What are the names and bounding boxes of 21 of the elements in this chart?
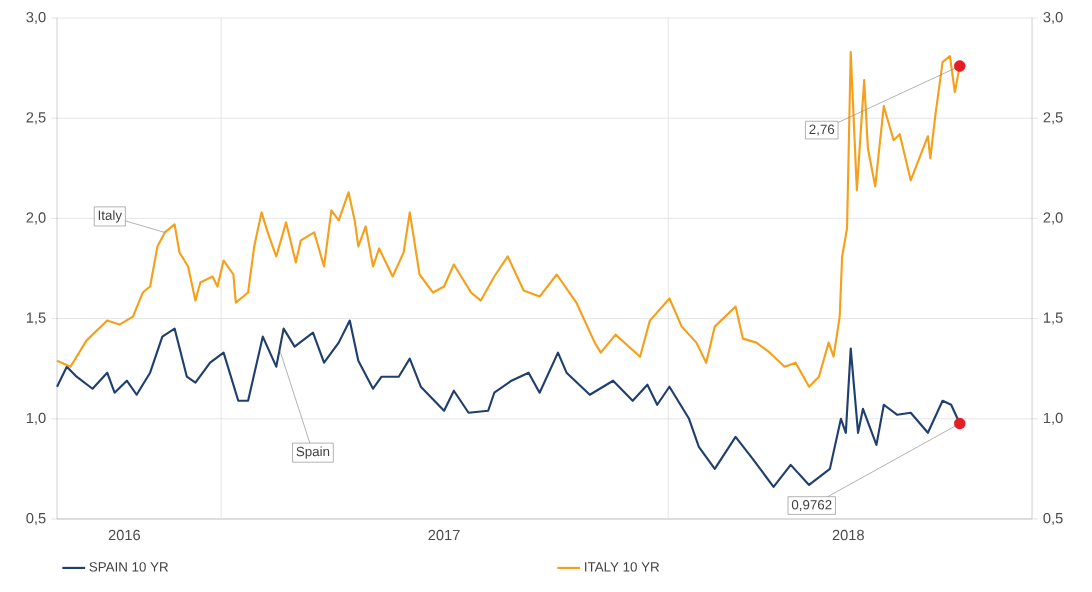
y-tick-label: 2,5 <box>26 112 46 125</box>
annotation: Italy <box>98 210 123 223</box>
y-tick-label: 3,0 <box>26 11 46 25</box>
y-tick-label: 1,0 <box>26 412 46 425</box>
x-tick-label: 2017 <box>428 529 460 541</box>
y-tick-label: 0,5 <box>26 512 46 526</box>
legend-label: SPAIN 10 YR <box>89 562 168 572</box>
annotation: Spain <box>296 446 330 459</box>
y2-tick-label: 2,5 <box>1043 112 1063 125</box>
y2-tick-label: 1,0 <box>1043 412 1063 425</box>
y2-tick-label: 1,5 <box>1043 312 1063 325</box>
y2-tick-label: 0,5 <box>1043 512 1063 526</box>
annotation: 0,9762 <box>791 500 832 512</box>
x-tick-label: 2016 <box>108 529 141 541</box>
y-tick-label: 1,5 <box>26 312 46 325</box>
legend-label: ITALY 10 YR <box>585 562 660 572</box>
y2-tick-label: 3,0 <box>1043 11 1063 25</box>
y-tick-label: 2,0 <box>26 212 46 225</box>
annotation: 2,76 <box>809 124 835 136</box>
x-tick-label: 2018 <box>832 529 864 541</box>
y2-tick-label: 2,0 <box>1043 212 1063 225</box>
